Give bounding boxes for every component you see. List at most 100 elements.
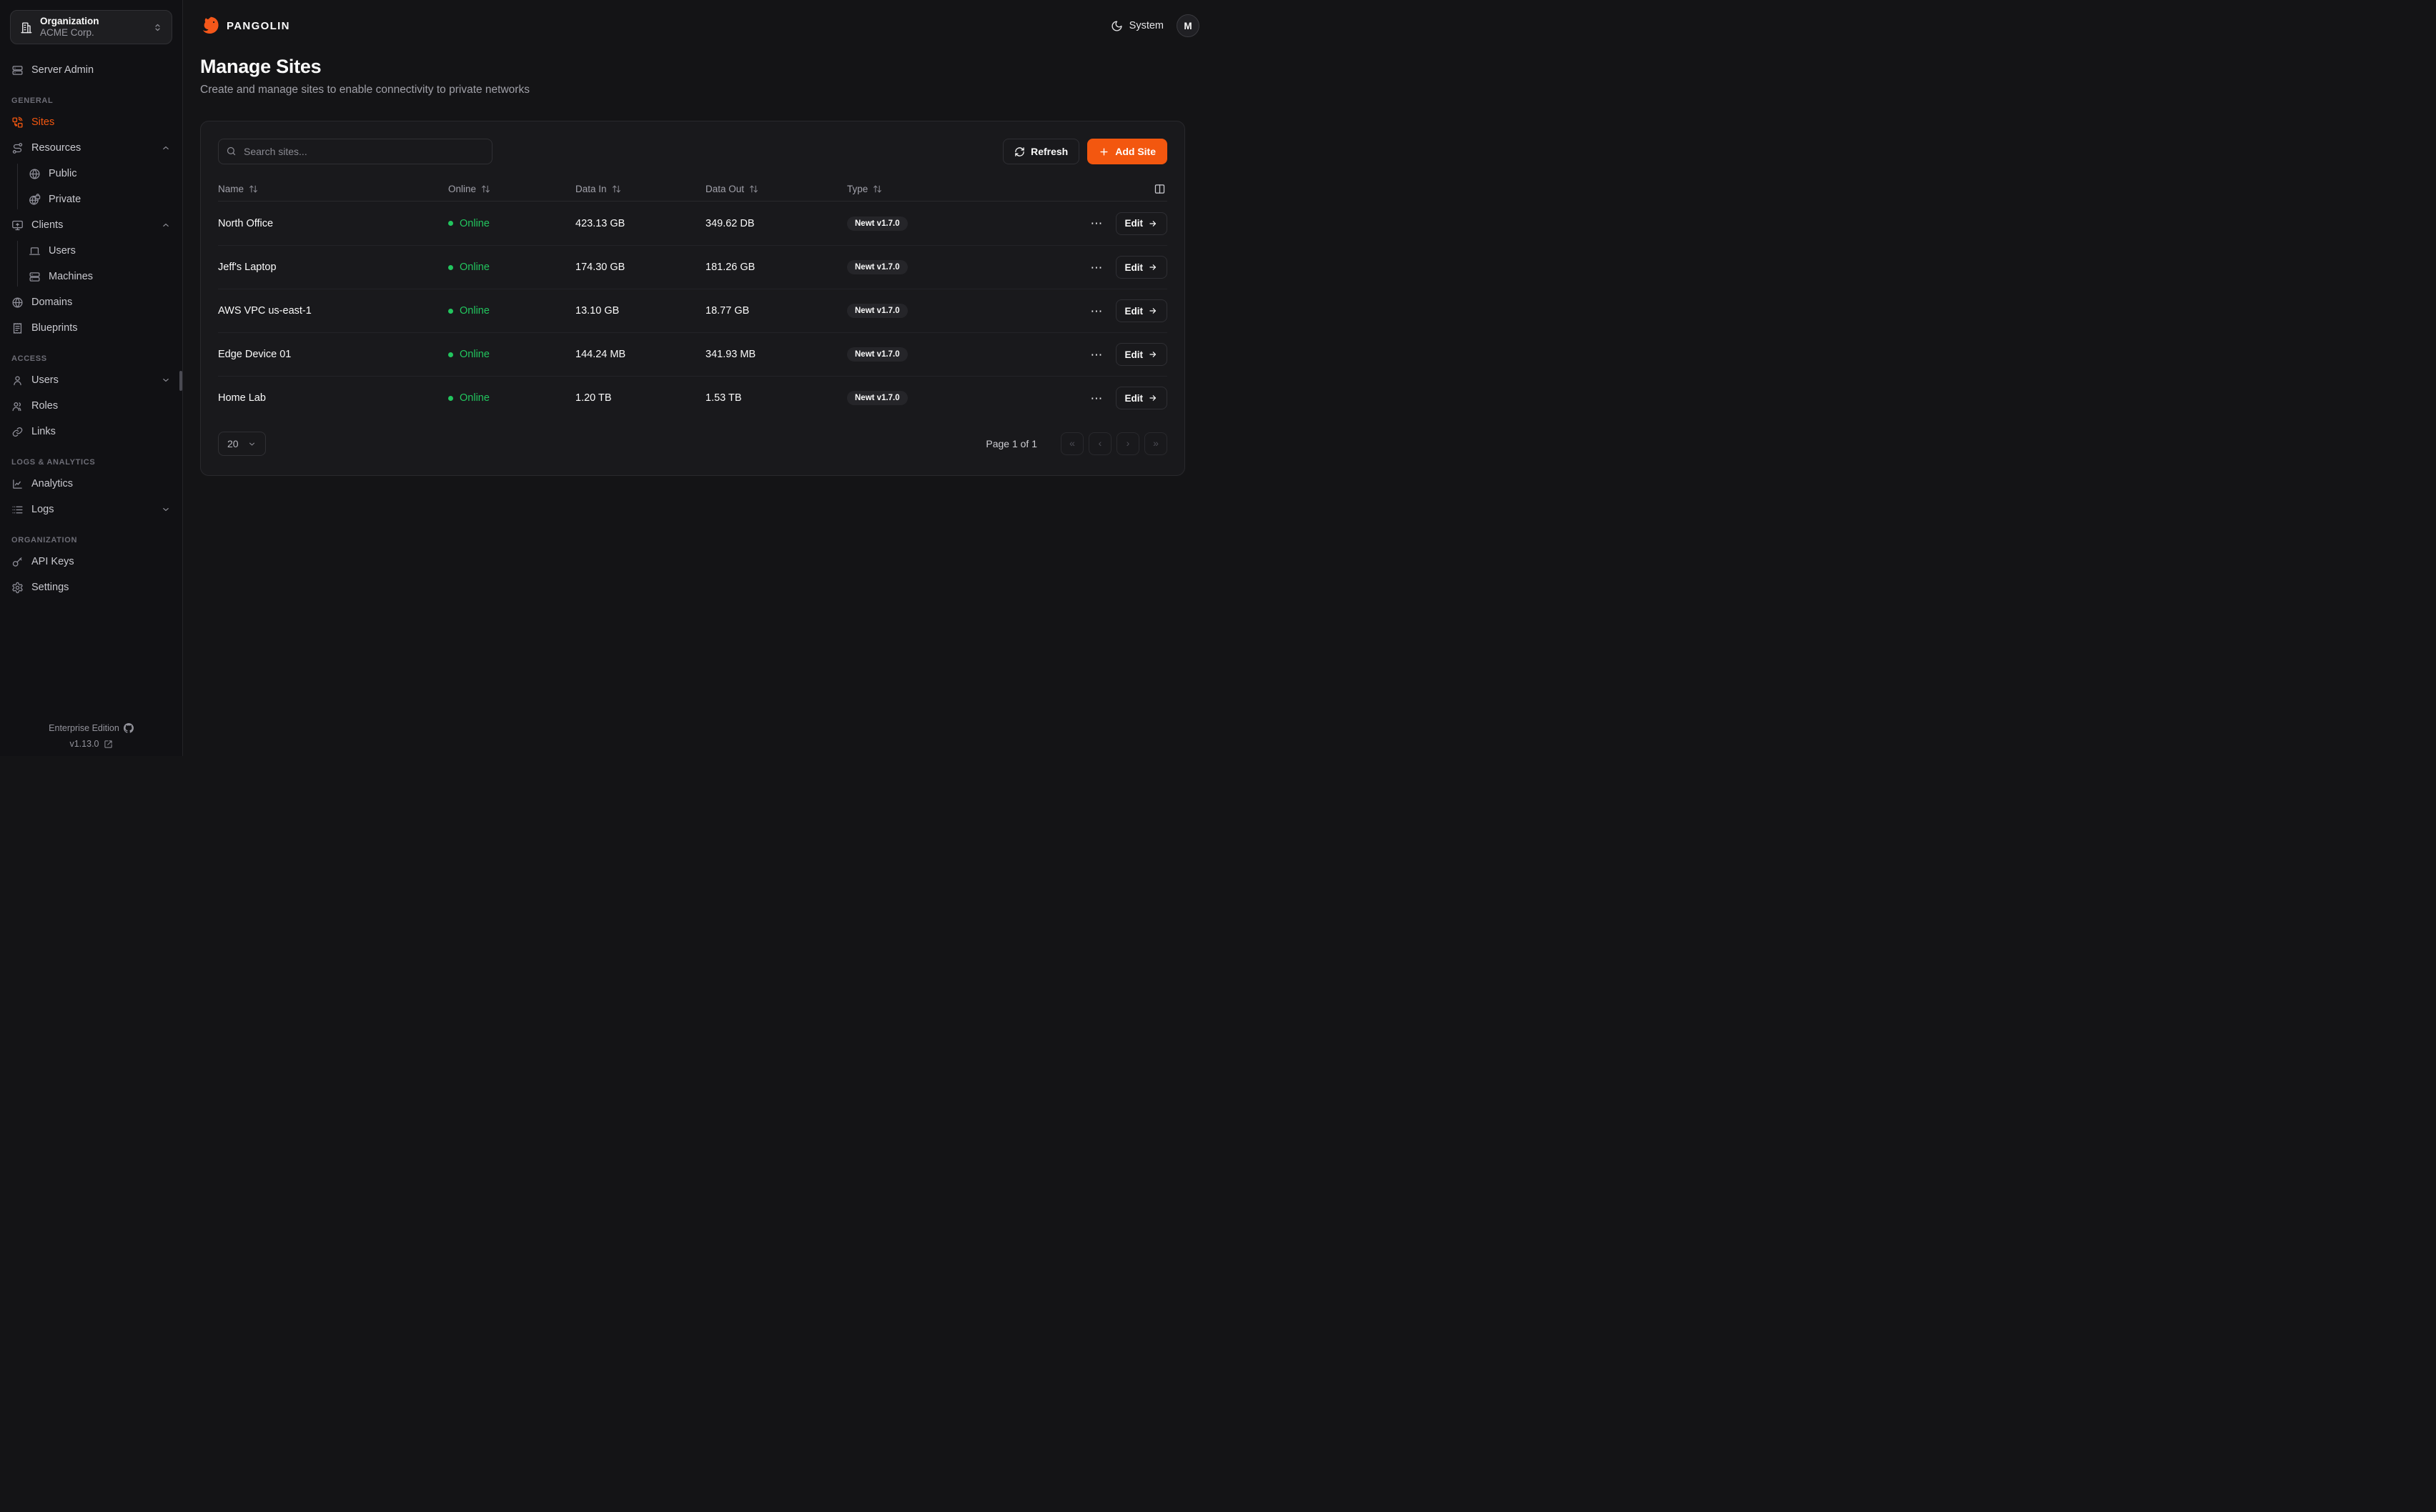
row-menu-button[interactable]: ⋯ — [1089, 389, 1104, 407]
sidebar-item-machines[interactable]: Machines — [29, 264, 171, 289]
users-icon — [11, 400, 24, 412]
edit-button[interactable]: Edit — [1115, 387, 1167, 409]
server-icon — [29, 271, 41, 283]
logs-list-icon — [11, 504, 24, 516]
row-menu-button[interactable]: ⋯ — [1089, 214, 1104, 232]
sidebar-item-roles[interactable]: Roles — [11, 393, 171, 419]
data-in-value: 1.20 TB — [575, 392, 612, 404]
sidebar-item-label: Links — [31, 426, 56, 437]
version-label: v1.13.0 — [69, 739, 99, 749]
key-icon — [11, 556, 24, 568]
sidebar-footer: Enterprise Edition v1.13.0 — [0, 717, 182, 749]
globe-lock-icon — [29, 193, 41, 206]
github-icon[interactable] — [123, 723, 134, 733]
sidebar-scrollbar-thumb[interactable] — [179, 371, 182, 391]
data-in-value: 423.13 GB — [575, 217, 625, 229]
brand: PANGOLIN — [200, 16, 290, 36]
resources-subnav: Public Private — [11, 161, 171, 212]
sidebar: Organization ACME Corp. Server Admin GEN… — [0, 0, 183, 756]
sidebar-item-sites[interactable]: Sites — [11, 109, 171, 135]
site-name: Home Lab — [218, 392, 266, 404]
sidebar-item-label: Machines — [49, 271, 94, 282]
last-page-button[interactable]: » — [1144, 432, 1167, 455]
sites-icon — [11, 116, 24, 129]
sidebar-item-links[interactable]: Links — [11, 419, 171, 444]
moon-icon — [1111, 20, 1123, 32]
arrow-right-icon — [1148, 262, 1158, 272]
sidebar-item-label: Analytics — [31, 478, 74, 489]
search-input[interactable] — [218, 139, 492, 164]
pangolin-logo-icon — [200, 16, 220, 36]
page-status: Page 1 of 1 — [986, 438, 1037, 449]
online-dot — [448, 352, 453, 357]
theme-toggle[interactable]: System — [1111, 20, 1164, 32]
column-header-data-in[interactable]: Data In — [575, 184, 705, 194]
column-header-online[interactable]: Online — [448, 184, 575, 194]
sidebar-item-blueprints[interactable]: Blueprints — [11, 315, 171, 341]
column-header-name[interactable]: Name — [218, 184, 448, 194]
type-badge: Newt v1.7.0 — [847, 304, 908, 318]
avatar[interactable]: M — [1177, 14, 1199, 37]
sidebar-item-label: Logs — [31, 504, 54, 515]
sidebar-item-private[interactable]: Private — [29, 186, 171, 212]
sidebar-item-client-users[interactable]: Users — [29, 238, 171, 264]
refresh-button[interactable]: Refresh — [1003, 139, 1080, 164]
data-out-value: 18.77 GB — [705, 305, 750, 317]
edit-button[interactable]: Edit — [1115, 343, 1167, 366]
sidebar-item-logs[interactable]: Logs — [11, 497, 171, 522]
sites-toolbar: Refresh Add Site — [218, 139, 1167, 164]
data-in-value: 144.24 MB — [575, 349, 626, 360]
sidebar-item-users[interactable]: Users — [11, 367, 171, 393]
next-page-button[interactable]: › — [1116, 432, 1139, 455]
sidebar-item-public[interactable]: Public — [29, 161, 171, 186]
edit-button[interactable]: Edit — [1115, 299, 1167, 322]
sidebar-item-server-admin[interactable]: Server Admin — [11, 57, 171, 83]
site-name: Edge Device 01 — [218, 349, 292, 360]
online-dot — [448, 308, 453, 314]
arrow-right-icon — [1148, 306, 1158, 316]
type-badge: Newt v1.7.0 — [847, 260, 908, 274]
chevron-up-icon — [161, 143, 171, 153]
sidebar-item-label: Users — [49, 245, 76, 257]
monitor-up-icon — [11, 219, 24, 232]
column-header-type[interactable]: Type — [847, 184, 1047, 194]
theme-label: System — [1129, 20, 1164, 31]
external-link-icon[interactable] — [104, 740, 113, 749]
status-badge: Online — [448, 392, 575, 404]
sidebar-item-settings[interactable]: Settings — [11, 575, 171, 600]
sidebar-item-analytics[interactable]: Analytics — [11, 471, 171, 497]
section-label-logs-analytics: LOGS & ANALYTICS — [11, 458, 96, 467]
first-page-button[interactable]: « — [1061, 432, 1084, 455]
row-menu-button[interactable]: ⋯ — [1089, 302, 1104, 320]
status-badge: Online — [448, 262, 575, 273]
prev-page-button[interactable]: ‹ — [1089, 432, 1111, 455]
row-menu-button[interactable]: ⋯ — [1089, 259, 1104, 277]
org-switcher-value: ACME Corp. — [40, 27, 94, 38]
sidebar-item-api-keys[interactable]: API Keys — [11, 549, 171, 575]
page-subtitle: Create and manage sites to enable connec… — [200, 84, 530, 96]
chart-line-icon — [11, 478, 24, 490]
section-label-access: ACCESS — [11, 354, 47, 363]
sidebar-item-clients[interactable]: Clients — [11, 212, 171, 238]
add-site-button[interactable]: Add Site — [1087, 139, 1167, 164]
main-area: PANGOLIN System M Manage Sites Create an… — [183, 0, 1218, 756]
sidebar-item-resources[interactable]: Resources — [11, 135, 171, 161]
sidebar-item-domains[interactable]: Domains — [11, 289, 171, 315]
org-switcher[interactable]: Organization ACME Corp. — [10, 10, 172, 44]
topbar: PANGOLIN System M — [183, 0, 1218, 37]
sidebar-item-label: Users — [31, 374, 59, 386]
page-size-select[interactable]: 20 — [218, 432, 266, 456]
page-title: Manage Sites — [200, 56, 322, 77]
app-root: Organization ACME Corp. Server Admin GEN… — [0, 0, 1218, 756]
column-header-data-out[interactable]: Data Out — [705, 184, 847, 194]
edit-button[interactable]: Edit — [1115, 212, 1167, 235]
chevron-down-icon — [161, 504, 171, 514]
row-menu-button[interactable]: ⋯ — [1089, 346, 1104, 364]
sort-icon — [612, 184, 621, 194]
data-out-value: 181.26 GB — [705, 262, 756, 273]
columns-toggle-icon[interactable] — [1152, 181, 1167, 197]
edit-button[interactable]: Edit — [1115, 256, 1167, 279]
link-icon — [11, 426, 24, 438]
sort-icon — [481, 184, 490, 194]
sidebar-item-label: Server Admin — [31, 64, 94, 76]
